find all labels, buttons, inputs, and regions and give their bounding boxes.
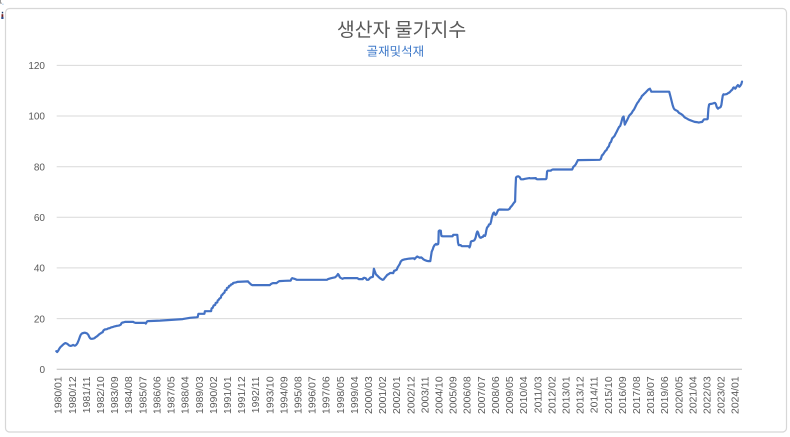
svg-text:2001/02: 2001/02 [378, 376, 389, 414]
svg-text:1995/08: 1995/08 [294, 376, 305, 414]
svg-text:80: 80 [34, 162, 46, 173]
svg-text:2016/09: 2016/09 [618, 376, 629, 414]
svg-text:1998/05: 1998/05 [336, 376, 347, 414]
svg-text:2010/04: 2010/04 [519, 376, 530, 414]
svg-text:120: 120 [28, 61, 45, 72]
svg-text:1990/02: 1990/02 [209, 376, 220, 414]
svg-text:0: 0 [39, 365, 45, 376]
svg-text:1983/09: 1983/09 [110, 376, 121, 414]
svg-text:2009/05: 2009/05 [505, 376, 516, 414]
svg-text:20: 20 [34, 314, 46, 325]
svg-text:2007/07: 2007/07 [477, 376, 488, 414]
svg-text:1992/11: 1992/11 [251, 376, 262, 413]
svg-text:2008/06: 2008/06 [491, 376, 502, 414]
svg-text:1996/07: 1996/07 [308, 376, 319, 414]
svg-text:2020/05: 2020/05 [674, 376, 685, 414]
svg-text:1989/03: 1989/03 [195, 376, 206, 414]
svg-text:1994/09: 1994/09 [279, 376, 290, 414]
svg-text:2011/03: 2011/03 [533, 376, 544, 413]
svg-text:2003/11: 2003/11 [420, 376, 431, 413]
svg-text:2005/09: 2005/09 [449, 376, 460, 414]
svg-text:1999/04: 1999/04 [350, 376, 361, 414]
svg-text:1981/11: 1981/11 [82, 376, 93, 413]
svg-text:1984/08: 1984/08 [124, 376, 135, 414]
svg-text:2024/01: 2024/01 [731, 376, 742, 414]
svg-text:1985/07: 1985/07 [138, 376, 149, 414]
svg-text:2002/12: 2002/12 [406, 376, 417, 414]
svg-text:100: 100 [28, 112, 45, 123]
svg-text:2015/10: 2015/10 [604, 376, 615, 414]
svg-text:60: 60 [34, 213, 46, 224]
svg-text:2006/08: 2006/08 [463, 376, 474, 414]
svg-text:2000/03: 2000/03 [364, 376, 375, 414]
svg-text:2014/11: 2014/11 [590, 376, 601, 413]
svg-text:2018/07: 2018/07 [646, 376, 657, 414]
svg-text:1980/01: 1980/01 [54, 376, 65, 414]
svg-text:2023/02: 2023/02 [717, 376, 728, 414]
svg-text:1991/01: 1991/01 [223, 376, 234, 414]
svg-text:1988/04: 1988/04 [181, 376, 192, 414]
svg-text:2002/01: 2002/01 [392, 376, 403, 414]
svg-text:1980/12: 1980/12 [68, 376, 79, 414]
svg-text:2013/01: 2013/01 [562, 376, 573, 414]
svg-text:1991/12: 1991/12 [237, 376, 248, 414]
svg-text:2017/08: 2017/08 [632, 376, 643, 414]
svg-text:2012/02: 2012/02 [547, 376, 558, 414]
svg-text:40: 40 [34, 264, 46, 275]
svg-text:1993/10: 1993/10 [265, 376, 276, 414]
svg-text:2022/03: 2022/03 [703, 376, 714, 414]
svg-text:1997/06: 1997/06 [322, 376, 333, 414]
svg-text:1982/10: 1982/10 [96, 376, 107, 414]
svg-text:2021/04: 2021/04 [688, 376, 699, 414]
svg-text:2004/10: 2004/10 [435, 376, 446, 414]
svg-text:1987/05: 1987/05 [167, 376, 178, 414]
svg-text:2013/12: 2013/12 [576, 376, 587, 414]
svg-text:2019/06: 2019/06 [660, 376, 671, 414]
svg-text:1986/06: 1986/06 [152, 376, 163, 414]
